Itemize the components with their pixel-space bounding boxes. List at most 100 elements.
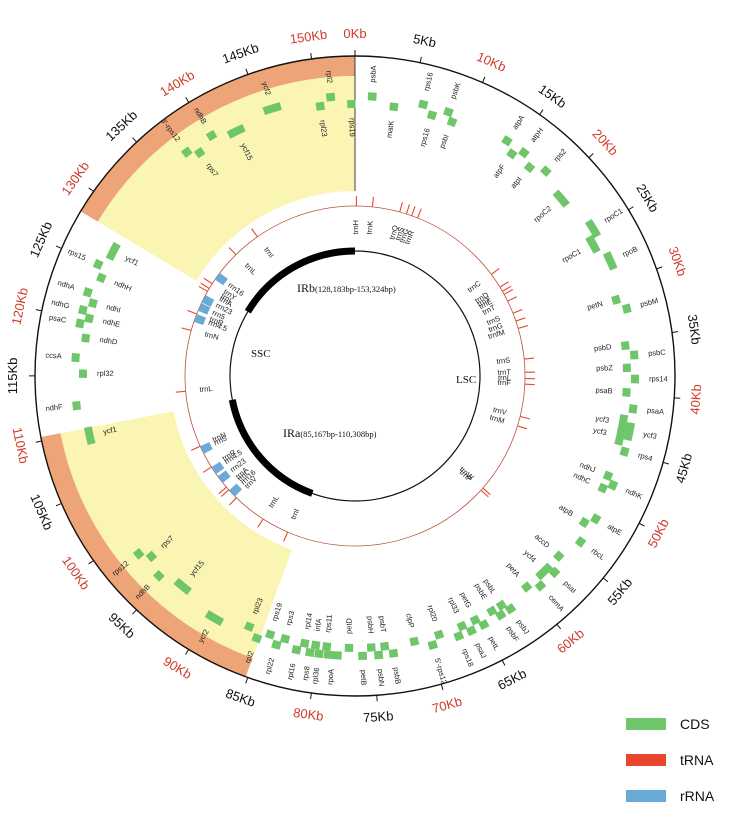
cds-label: psbB [391,667,402,685]
cds-label: atpI [509,175,524,190]
cds-label: psaA [647,406,665,417]
tick-mark [420,57,421,63]
cds-label: psbT [377,615,388,633]
trna-label: trnL [199,384,213,394]
cds-block [358,652,367,660]
cds-block [71,353,80,362]
rrna-block [229,484,242,497]
cds-label: rpoB [621,244,639,259]
cds-block [607,480,618,491]
tick-mark [133,138,137,142]
tick-label: 125Kb [27,219,56,259]
trna-mark [518,326,528,329]
cds-block [81,333,90,342]
tick-label: 40Kb [687,384,704,415]
cds-block [535,580,547,592]
trna-label: trnI [289,507,302,521]
cds-label: ycf3 [592,425,607,437]
cds-block [96,272,106,283]
trna-mark [229,247,236,254]
cds-block [585,235,600,254]
cds-label: psaC [48,313,67,325]
cds-block [597,483,608,494]
trna-swatch-icon [626,754,666,766]
rrna-block [211,462,224,474]
cds-label: psbK [448,81,462,100]
cds-label: petA [505,561,522,579]
cds-label: rpl32 [97,369,114,378]
cds-block [622,303,632,313]
cds-block [311,641,320,650]
tick-label: 50Kb [645,516,672,550]
trna-mark [252,229,258,237]
trna-mark [400,202,403,212]
cds-block [496,600,507,611]
tick-mark [639,523,644,526]
cds-label: rps11 [323,614,334,633]
cds-label: rpoC1 [602,206,624,224]
tick-label: 150Kb [289,27,328,47]
rrna-block [200,442,213,454]
trna-mark [176,391,186,392]
legend: CDS tRNA rRNA [626,706,730,814]
rrna-block [215,273,228,285]
trna-label: trnC [466,278,483,294]
cds-block [553,550,565,562]
tick-mark [502,660,505,665]
cds-block [367,643,376,651]
cds-label: cemA [547,593,566,613]
cds-block [506,148,517,159]
cds-block [271,640,282,650]
tick-label: 135Kb [102,107,140,144]
cds-label: ycf3 [642,429,657,441]
tick-label: 70Kb [430,694,463,717]
tick-mark [589,153,593,157]
tick-mark [36,441,42,442]
cds-block [93,259,104,270]
trna-mark [204,278,212,283]
cds-label: psbH [365,616,375,634]
trna-mark [412,206,415,215]
trna-mark [518,426,528,429]
trna-label: trnH [351,220,360,234]
tick-mark [672,332,678,333]
cds-block [418,100,428,110]
cds-block [466,625,477,636]
cds-block [409,637,419,647]
cds-block [106,242,121,261]
ssc-label: SSC [251,348,271,360]
cds-block [590,513,601,524]
trna-mark [229,498,236,505]
cds-block [614,427,626,446]
cds-label: rpoA [325,669,335,686]
cds-block [368,92,377,101]
trna-mark [372,197,373,207]
cds-label: ndhF [45,402,63,413]
trna-mark [483,488,491,495]
cds-label: rpoC2 [532,204,553,224]
legend-label-trna: tRNA [680,752,713,768]
cds-block [457,621,468,632]
cds-block [427,110,437,120]
cds-label: rps4 [637,451,653,464]
cds-label: rbcL [590,546,607,562]
tick-mark [36,310,42,311]
tick-label: 115Kb [5,358,20,395]
cds-block [434,630,444,640]
cds-label: psbC [648,348,667,358]
trna-mark [508,297,517,301]
tick-label: 90Kb [161,653,195,682]
tick-mark [628,207,633,210]
cds-block [622,388,630,397]
trna-mark [406,204,409,214]
tick-mark [663,462,669,464]
tick-label: 0Kb [343,26,366,41]
cds-label: rps16 [422,71,435,91]
tick-label: 120Kb [9,286,31,326]
cds-block [603,471,614,482]
legend-item-rrna: rRNA [626,778,730,814]
cds-block [389,649,399,658]
cds-label: petG [458,591,473,610]
lsc-label: LSC [456,374,476,386]
cds-label: ccsA [45,351,62,361]
